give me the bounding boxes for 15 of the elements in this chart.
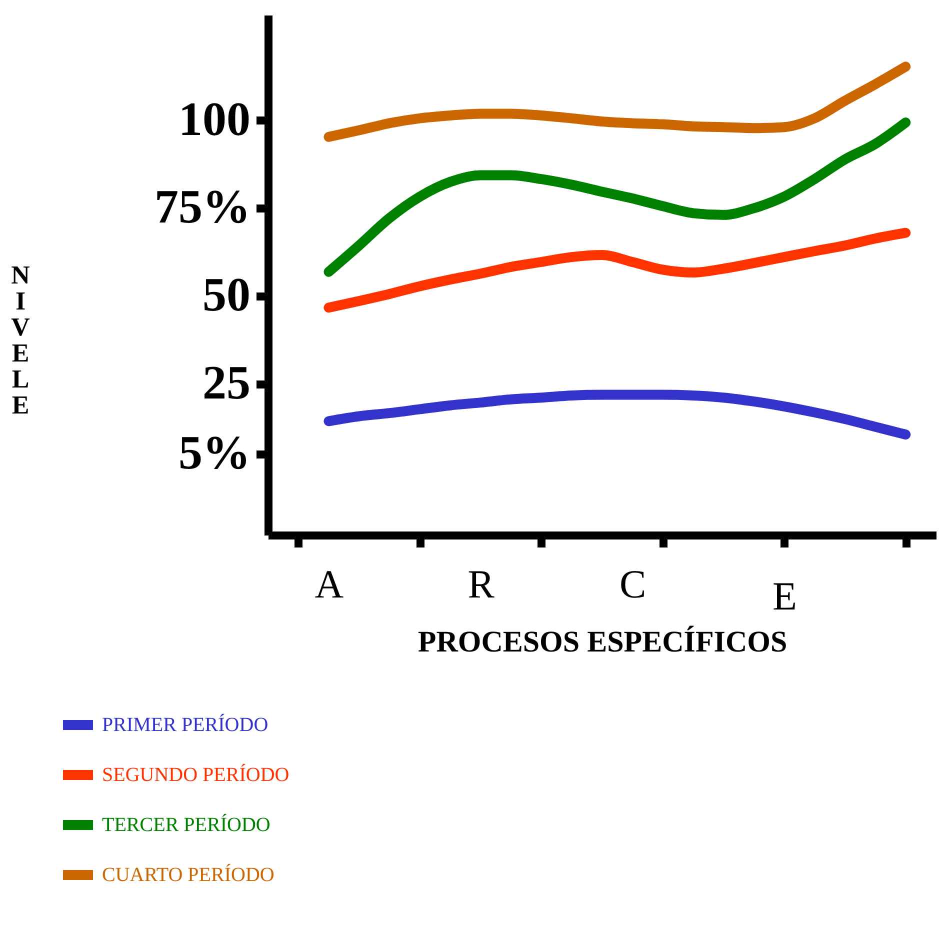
x-tick-label: A (314, 562, 344, 606)
legend-label: PRIMER PERÍODO (102, 713, 268, 736)
x-axis-title: PROCESOS ESPECÍFICOS (418, 626, 788, 658)
x-tick-label: R (468, 562, 495, 606)
y-tick-label: 100 (178, 92, 250, 146)
legend-label: SEGUNDO PERÍODO (102, 763, 290, 786)
x-tick-label: C (620, 562, 646, 606)
legend-label: TERCER PERÍODO (102, 813, 270, 836)
y-tick-label: 50 (202, 268, 250, 322)
y-tick-label: 25 (202, 356, 250, 410)
x-tick-label: E (772, 574, 797, 618)
legend-label: CUARTO PERÍODO (102, 863, 274, 886)
y-tick-label: 5% (178, 426, 250, 480)
y-tick-label: 75% (154, 180, 250, 234)
y-axis-title: NIVELE (11, 260, 30, 420)
